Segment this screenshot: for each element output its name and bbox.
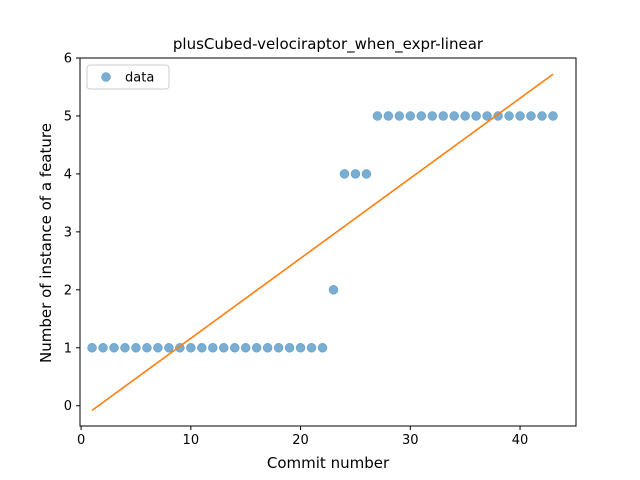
data-point <box>98 343 108 353</box>
data-point <box>471 111 481 121</box>
data-point <box>153 343 163 353</box>
data-point <box>504 111 514 121</box>
x-tick-label: 40 <box>512 433 529 448</box>
plot-area <box>87 73 558 411</box>
data-point <box>142 343 152 353</box>
data-point <box>383 111 394 121</box>
y-tick-label: 5 <box>64 109 72 124</box>
x-tick-label: 0 <box>77 433 85 448</box>
legend-label: data <box>125 71 154 86</box>
data-point <box>537 111 547 121</box>
data-point <box>284 343 295 353</box>
data-point <box>548 111 558 121</box>
data-point <box>416 111 427 121</box>
data-point <box>197 343 207 353</box>
y-tick-label: 0 <box>64 399 72 414</box>
data-point <box>273 343 284 353</box>
y-tick-label: 2 <box>64 283 72 298</box>
data-point <box>526 111 536 121</box>
data-point <box>317 343 328 353</box>
data-point <box>405 111 416 121</box>
data-point <box>186 343 196 353</box>
data-point <box>164 343 174 353</box>
data-point <box>262 343 273 353</box>
axes: 0 10 20 30 40 0 1 2 3 4 5 6 <box>64 52 577 448</box>
data-point <box>350 169 361 179</box>
data-point <box>394 111 405 121</box>
data-point <box>120 343 130 353</box>
data-point <box>295 343 306 353</box>
fit-line <box>91 73 554 411</box>
data-point <box>87 343 97 353</box>
data-point <box>427 111 437 121</box>
x-axis-title: Commit number <box>267 454 390 472</box>
data-point <box>109 343 119 353</box>
chart-title: plusCubed-velociraptor_when_expr-linear <box>173 35 484 54</box>
data-point <box>361 169 372 179</box>
x-tick-label: 30 <box>402 433 419 448</box>
legend: data <box>86 64 170 90</box>
x-tick-label: 10 <box>183 433 200 448</box>
legend-box <box>86 64 170 90</box>
data-point <box>219 343 229 353</box>
data-point <box>240 343 251 353</box>
data-point <box>131 343 141 353</box>
data-point <box>208 343 218 353</box>
data-point <box>372 111 383 121</box>
data-point <box>339 169 350 179</box>
y-tick-label: 6 <box>64 52 72 67</box>
data-point <box>328 285 339 295</box>
data-point <box>493 111 503 121</box>
y-tick-label: 3 <box>64 225 72 240</box>
y-axis-title: Number of instance of a feature <box>37 123 55 363</box>
y-tick-label: 4 <box>64 167 72 182</box>
x-tick-label: 20 <box>292 433 309 448</box>
y-tick-label: 1 <box>64 341 72 356</box>
data-point <box>515 111 525 121</box>
data-point <box>438 111 448 121</box>
data-point <box>229 343 240 353</box>
data-point <box>460 111 470 121</box>
data-point <box>482 111 492 121</box>
legend-marker <box>101 72 111 82</box>
data-point <box>449 111 459 121</box>
axes-frame <box>79 57 577 427</box>
data-point <box>306 343 317 353</box>
data-point <box>251 343 262 353</box>
